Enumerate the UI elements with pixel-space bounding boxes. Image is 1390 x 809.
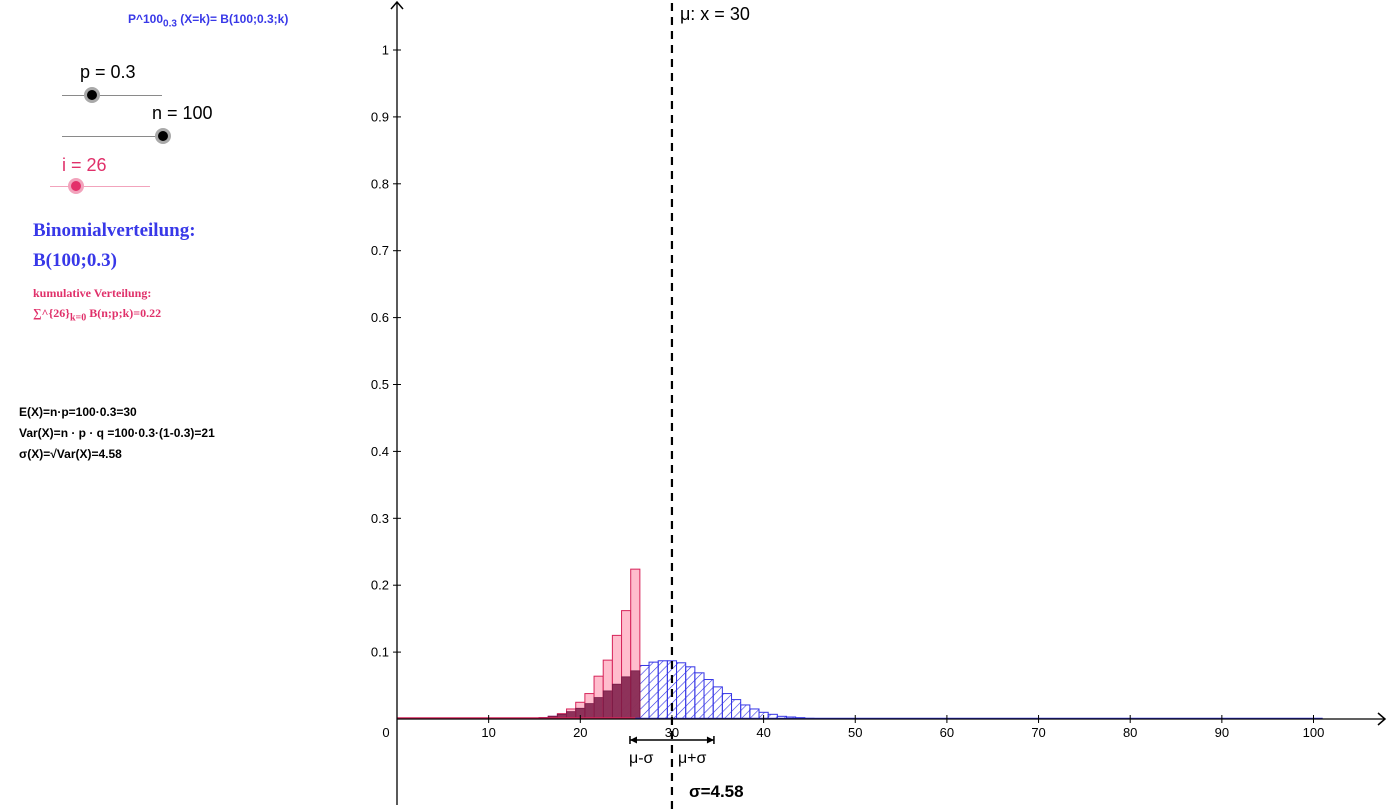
pmf-bar-38 xyxy=(740,704,751,720)
x-tick-label-9: 90 xyxy=(1215,725,1229,740)
mean-label: μ: x = 30 xyxy=(680,4,750,24)
mu-plus-sigma-label: μ+σ xyxy=(678,750,707,767)
cumulative-label: kumulative Verteilung: xyxy=(33,286,152,300)
y-tick-label-5: 0.6 xyxy=(371,310,389,325)
cumulative-sum-sub: k=0 xyxy=(69,312,87,324)
stat-variance: Var(X)=n · p · q =100·0.3·(1-0.3)=21 xyxy=(19,426,215,440)
annotations: μ: x = 30 μ-σ μ+σ σ=4.58 xyxy=(629,3,750,809)
overlap-bar-25 xyxy=(621,676,632,720)
pmf-bar-32 xyxy=(685,666,696,720)
slider-p-knob[interactable] xyxy=(84,87,100,103)
pmf-bar-28 xyxy=(648,661,659,720)
overlap-bar-23 xyxy=(602,690,613,720)
x-tick-label-0: 0 xyxy=(382,725,389,740)
y-tick-label-2: 0.3 xyxy=(371,511,389,526)
slider-n-label: n = 100 xyxy=(152,103,213,123)
slider-p-track[interactable] xyxy=(62,95,162,96)
x-tick-label-10: 100 xyxy=(1303,725,1325,740)
slider-i-knob[interactable] xyxy=(68,178,84,194)
distribution-title: Binomialverteilung: xyxy=(33,220,196,241)
cumulative-sum: ∑^{26}k=0 B(n;p;k)=0.22 xyxy=(33,306,161,323)
formula-sub: 0.3 xyxy=(163,18,177,30)
formula-rest: (X=k)= B(100;0.3;k) xyxy=(176,12,289,26)
cdf-bars xyxy=(538,568,641,720)
slider-n-knob[interactable] xyxy=(155,128,171,144)
sigma-left-arrow xyxy=(629,736,637,744)
overlap-bar-22 xyxy=(593,697,604,720)
pmf-bar-27 xyxy=(639,664,650,720)
pmf-bar-31 xyxy=(676,662,687,720)
y-tick-label-9: 1 xyxy=(382,43,389,58)
pmf-bar-29 xyxy=(657,660,668,720)
stat-sigma: σ(X)=√Var(X)=4.58 xyxy=(19,447,122,461)
x-tick-label-8: 80 xyxy=(1123,725,1137,740)
axes xyxy=(390,0,1387,805)
x-tick-label-5: 50 xyxy=(848,725,862,740)
formula-main: P^100 xyxy=(128,12,164,26)
overlap-bar-21 xyxy=(584,703,595,720)
pmf-bar-35 xyxy=(712,686,723,720)
y-tick-label-0: 0.1 xyxy=(371,645,389,660)
distribution-name: B(100;0.3) xyxy=(33,250,117,271)
formula-label: P^1000.3 (X=k)= B(100;0.3;k) xyxy=(128,12,288,29)
slider-i-label: i = 26 xyxy=(62,155,107,175)
slider-p-label: p = 0.3 xyxy=(80,62,136,82)
y-tick-label-7: 0.8 xyxy=(371,176,389,191)
x-tick-label-1: 10 xyxy=(481,725,495,740)
y-tick-label-1: 0.2 xyxy=(371,578,389,593)
y-tick-label-6: 0.7 xyxy=(371,243,389,258)
y-axis-arrow xyxy=(390,0,404,10)
sigma-value-label: σ=4.58 xyxy=(689,782,744,801)
pmf-bar-37 xyxy=(731,699,742,720)
pmf-bar-33 xyxy=(694,672,705,720)
x-tick-label-7: 70 xyxy=(1031,725,1045,740)
pmf-bar-36 xyxy=(721,693,733,720)
mu-minus-sigma-label: μ-σ xyxy=(629,750,654,767)
cumulative-sum-rest: B(n;p;k)=0.22 xyxy=(86,306,162,320)
x-axis-arrow xyxy=(1377,712,1387,726)
sigma-right-arrow xyxy=(706,736,714,744)
pmf-bar-39 xyxy=(749,708,760,720)
y-tick-label-3: 0.4 xyxy=(371,444,389,459)
stat-expectation: E(X)=n·p=100·0.3=30 xyxy=(19,405,137,419)
x-tick-label-6: 60 xyxy=(940,725,954,740)
pmf-bar-34 xyxy=(703,679,714,720)
ticks: 0.10.20.30.40.50.60.70.80.91010203040506… xyxy=(371,43,1324,741)
x-tick-label-2: 20 xyxy=(573,725,587,740)
y-tick-label-4: 0.5 xyxy=(371,377,389,392)
cumulative-sum-main: ∑^{26} xyxy=(33,306,70,320)
overlap-bar-26 xyxy=(630,670,641,720)
stats-block: E(X)=n·p=100·0.3=30 Var(X)=n · p · q =10… xyxy=(19,402,215,465)
slider-i-track[interactable] xyxy=(50,186,150,187)
overlap-bar-24 xyxy=(611,683,622,720)
slider-n-track[interactable] xyxy=(62,136,162,137)
y-tick-label-8: 0.9 xyxy=(371,109,389,124)
x-tick-label-4: 40 xyxy=(756,725,770,740)
